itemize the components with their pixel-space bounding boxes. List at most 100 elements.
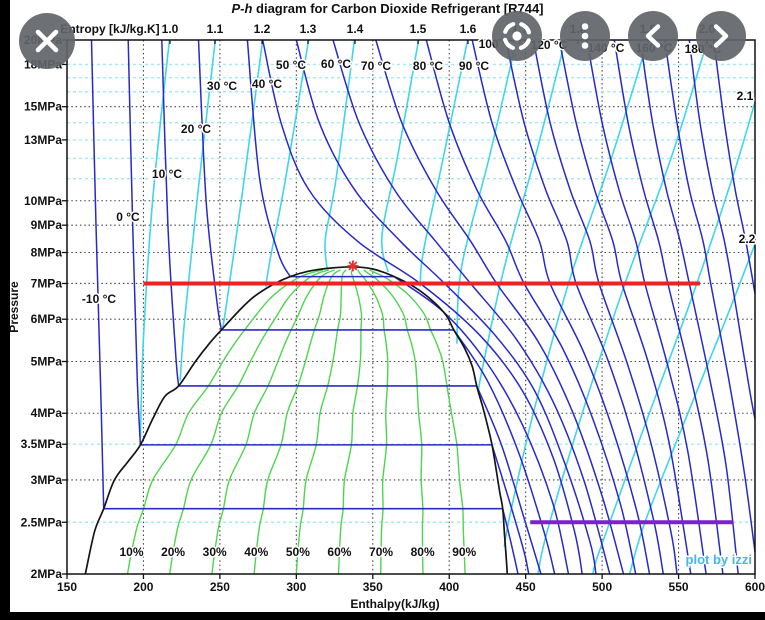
quality-line [211,269,335,575]
pressure-tick-label: 7MPa [31,276,63,290]
pressure-tick-label: 2MPa [31,567,63,581]
x-tick-label: 200 [133,580,153,594]
entropy-tick-label: 1.2 [254,22,271,36]
bottom-bar [0,612,765,620]
critical-point-star [348,261,358,271]
entropy-line [503,39,649,547]
pressure-tick-label: 8MPa [31,245,63,259]
pressure-axis-title: Pressure [7,281,21,333]
isotherm-line [664,39,756,553]
isotherm-label: 30 °C [207,79,237,93]
pressure-tick-label: 6MPa [31,312,63,326]
entropy-line [537,39,709,575]
isotherm-line [261,39,583,575]
quality-label: 30% [203,545,227,559]
pressure-tick-label: 15MPa [24,100,62,114]
isotherm-vapor-branch [491,444,530,575]
isotherm-line [295,39,597,575]
close-icon [35,29,59,53]
isotherm-label: 10 °C [152,167,182,181]
entropy-edge-label: 2.1 [737,89,754,103]
isotherm-line [688,39,756,420]
isotherm-liquid-branch [161,39,180,386]
watermark-text: plot by izzi [686,552,752,567]
x-tick-label: 450 [516,580,536,594]
quality-label: 70% [369,545,393,559]
plot-border [66,39,756,575]
quality-label: 80% [411,545,435,559]
entropy-axis-title: Entropy [kJ/kg.K] [60,22,159,36]
x-tick-label: 400 [439,580,459,594]
chart-title: P-h diagram for Carbon Dioxide Refrigera… [10,1,765,16]
chart-title-rest: diagram for Carbon Dioxide Refrigerant [… [252,1,544,16]
x-tick-label: 600 [745,580,765,594]
isotherm-liquid-branch [197,39,223,331]
isotherm-liquid-branch [127,39,142,445]
x-tick-label: 350 [363,580,383,594]
x-tick-label: 300 [286,580,306,594]
entropy-line [380,39,420,273]
entropy-line [139,39,171,438]
quality-label: 10% [120,545,144,559]
isotherm-label: -10 °C [82,292,116,306]
entropy-tick-label: 1.4 [347,22,364,36]
pressure-tick-label: 5MPa [31,355,63,369]
pressure-tick-label: 3MPa [31,473,63,487]
quality-line [337,269,363,575]
isotherm-label: 60 °C [321,57,351,71]
more-options-button[interactable] [560,11,610,61]
x-tick-label: 250 [210,580,230,594]
entropy-line [179,39,217,381]
lens-icon [502,21,532,51]
quality-label: 40% [244,545,268,559]
quality-line [295,269,347,575]
quality-line [126,269,324,575]
chart-title-prefix: P-h [231,1,253,16]
entropy-line [265,39,310,287]
entropy-tick-label: 1.3 [300,22,317,36]
isotherm-line [613,39,724,575]
quality-line [253,269,341,575]
pressure-tick-label: 9MPa [31,218,63,232]
close-button[interactable] [19,13,75,69]
isotherm-liquid-branch [246,39,291,277]
isotherm-label: 0 °C [116,210,140,224]
more-options-icon [581,23,589,49]
isotherm-label: 40 °C [252,77,282,91]
isotherm-label: 50 °C [276,58,306,72]
pressure-tick-label: 4MPa [31,406,63,420]
lens-button[interactable] [492,11,542,61]
isotherm-vapor-branch [476,385,542,575]
left-edge-strip [0,0,10,612]
quality-line [169,269,329,575]
chevron-right-icon [713,24,729,48]
pressure-tick-label: 10MPa [24,194,62,208]
quality-line [369,269,466,575]
entropy-tick-label: 1.1 [207,22,224,36]
isotherm-label: 80 °C [413,59,443,73]
entropy-tick-label: 1.6 [460,22,477,36]
isotherm-line [712,39,756,294]
isotherm-liquid-branch [90,39,105,509]
isotherm-label: 90 °C [459,59,489,73]
isotherm-line [558,39,692,575]
enthalpy-axis-title: Enthalpy(kJ/kg) [350,597,439,611]
next-image-button[interactable] [696,11,746,61]
entropy-line [222,39,264,328]
pressure-tick-label: 3.5MPa [21,437,63,451]
entropy-line [456,39,518,344]
quality-label: 20% [161,545,185,559]
x-tick-label: 500 [592,580,612,594]
pressure-tick-label: 2.5MPa [21,515,63,529]
quality-label: 60% [327,545,351,559]
isotherm-vapor-branch [501,508,519,575]
isotherm-line [639,39,739,575]
chevron-left-icon [645,24,661,48]
isotherm-label: 20 °C [181,122,211,136]
previous-image-button[interactable] [628,11,678,61]
entropy-line [324,39,356,268]
entropy-tick-label: 1.5 [410,22,427,36]
